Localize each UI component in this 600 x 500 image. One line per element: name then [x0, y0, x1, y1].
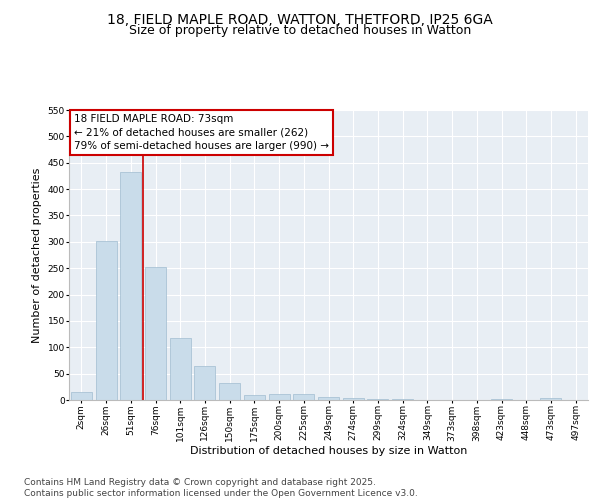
Bar	[120, 172, 141, 400]
Bar	[145, 266, 166, 400]
Bar	[244, 396, 265, 400]
Bar	[293, 394, 314, 400]
Text: Size of property relative to detached houses in Watton: Size of property relative to detached ho…	[129, 24, 471, 37]
X-axis label: Distribution of detached houses by size in Watton: Distribution of detached houses by size …	[190, 446, 467, 456]
Y-axis label: Number of detached properties: Number of detached properties	[32, 168, 42, 342]
Text: Contains HM Land Registry data © Crown copyright and database right 2025.
Contai: Contains HM Land Registry data © Crown c…	[24, 478, 418, 498]
Bar	[194, 366, 215, 400]
Bar	[170, 338, 191, 400]
Bar	[318, 398, 339, 400]
Bar	[269, 394, 290, 400]
Bar	[343, 398, 364, 400]
Text: 18, FIELD MAPLE ROAD, WATTON, THETFORD, IP25 6GA: 18, FIELD MAPLE ROAD, WATTON, THETFORD, …	[107, 12, 493, 26]
Bar	[219, 382, 240, 400]
Bar	[95, 241, 116, 400]
Bar	[541, 398, 562, 400]
Bar	[71, 392, 92, 400]
Text: 18 FIELD MAPLE ROAD: 73sqm
← 21% of detached houses are smaller (262)
79% of sem: 18 FIELD MAPLE ROAD: 73sqm ← 21% of deta…	[74, 114, 329, 151]
